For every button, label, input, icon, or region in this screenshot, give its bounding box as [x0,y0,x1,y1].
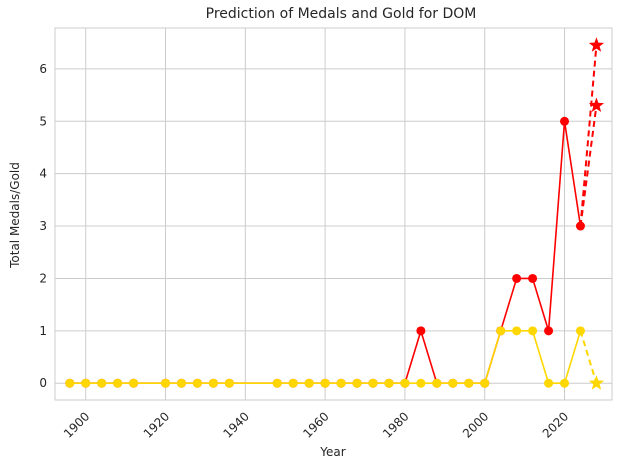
gold-series-point [496,326,506,336]
gold-series-point [384,378,394,388]
total-medals-series-point [544,326,554,336]
gold-series-point [575,326,585,336]
gold-series-point [161,378,171,388]
gold-series-point [400,378,410,388]
total-medals-series-point [416,326,426,336]
y-tick-label: 3 [39,219,47,233]
y-axis-label: Total Medals/Gold [8,162,22,269]
gold-series-point [97,378,107,388]
gold-series-point [512,326,522,336]
gold-series-point [113,378,123,388]
gold-series-point [272,378,282,388]
y-tick-label: 0 [39,376,47,390]
series-layer [65,37,605,390]
gold-series-point [528,326,538,336]
total-medals-series-prediction-line [579,45,598,227]
gold-series-point [192,378,202,388]
gold-series-point [448,378,458,388]
chart-title: Prediction of Medals and Gold for DOM [206,6,477,22]
gold-series-point [208,378,218,388]
gold-series-point [176,378,186,388]
gold-series-point [65,378,75,388]
gold-series-point [352,378,362,388]
total-medals-series-prediction-alt-line [579,105,598,227]
x-axis-label: Year [319,445,345,459]
gold-series-point [416,378,426,388]
gold-series-point [464,378,474,388]
gold-series-point [560,378,570,388]
gold-series-point [304,378,314,388]
gold-series-point [288,378,298,388]
gold-series-prediction-star-marker [588,375,605,390]
total-medals-series-point [575,221,585,231]
y-tick-label: 6 [39,62,47,76]
total-medals-series-point [528,273,538,283]
gold-series-point [81,378,91,388]
gold-series-point [129,378,139,388]
y-tick-label: 1 [39,324,47,338]
plot-area [54,27,613,401]
gold-series-point [320,378,330,388]
gold-series-point [432,378,442,388]
total-medals-series-point [560,116,570,126]
y-tick-label: 4 [39,167,47,181]
gold-series-point [544,378,554,388]
gold-series-point [224,378,234,388]
total-medals-series-prediction-star-marker [588,37,605,52]
total-medals-series-prediction-alt-star-marker [588,97,605,113]
y-tick-label: 2 [39,271,47,285]
gold-series-prediction-line [579,330,598,384]
gold-series-point [368,378,378,388]
gold-series-point [480,378,490,388]
total-medals-series-point [512,273,522,283]
y-axis-ticks: 0 1 2 3 4 5 6 [39,62,47,390]
y-tick-label: 5 [39,114,47,128]
gold-series-point [336,378,346,388]
